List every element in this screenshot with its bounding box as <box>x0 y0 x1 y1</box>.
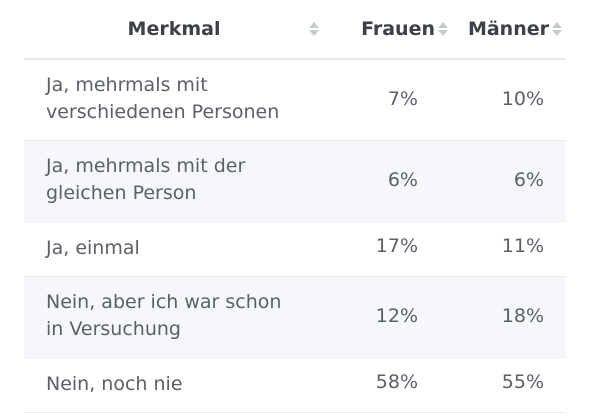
row-label: Ja, mehrmals mit verschiedenen Personen <box>46 74 280 123</box>
data-table: Merkmal Frauen Männer <box>24 0 566 413</box>
sort-updown-icon[interactable] <box>552 22 562 36</box>
value-maenner: 18% <box>501 305 544 327</box>
value-frauen: 17% <box>375 235 418 257</box>
table-row: Ja, einmal 17% 11% <box>24 222 566 277</box>
row-label: Nein, aber ich war schon in Versuchung <box>46 291 282 340</box>
sort-updown-icon[interactable] <box>438 22 448 36</box>
value-maenner: 55% <box>501 371 544 393</box>
value-frauen: 6% <box>387 169 418 191</box>
column-header-maenner[interactable]: Männer <box>460 0 562 58</box>
column-header-merkmal-label: Merkmal <box>127 18 221 40</box>
value-frauen: 58% <box>375 371 418 393</box>
table-row: Nein, aber ich war schon in Versuchung 1… <box>24 277 566 358</box>
column-header-frauen[interactable]: Frauen <box>344 0 448 58</box>
value-maenner: 11% <box>501 235 544 257</box>
table-header: Merkmal Frauen Männer <box>24 0 566 60</box>
sort-updown-icon[interactable] <box>309 22 319 36</box>
table-row: Nein, noch nie 58% 55% <box>24 358 566 413</box>
value-frauen: 7% <box>387 88 418 110</box>
table-row: Ja, mehrmals mit der gleichen Person 6% … <box>24 141 566 222</box>
value-maenner: 6% <box>513 169 544 191</box>
column-header-maenner-label: Männer <box>467 18 549 40</box>
column-header-frauen-label: Frauen <box>361 18 435 40</box>
value-frauen: 12% <box>375 305 418 327</box>
row-label: Ja, mehrmals mit der gleichen Person <box>46 155 246 204</box>
row-label: Nein, noch nie <box>46 373 183 395</box>
row-label: Ja, einmal <box>46 237 140 259</box>
table-row: Ja, mehrmals mit verschiedenen Personen … <box>24 60 566 141</box>
value-maenner: 10% <box>501 88 544 110</box>
column-header-merkmal[interactable]: Merkmal <box>24 0 324 58</box>
